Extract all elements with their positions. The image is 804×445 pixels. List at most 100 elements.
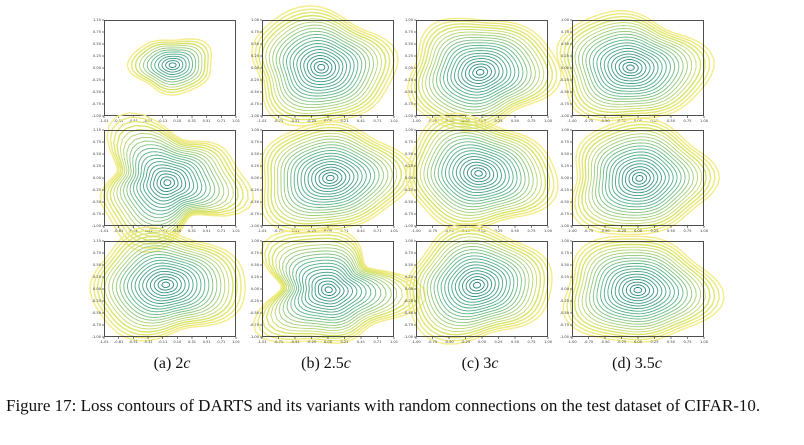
y-tick-label: -0.25 <box>250 78 259 82</box>
contour-line <box>150 51 193 80</box>
y-tick-label: -0.50 <box>560 200 570 204</box>
contour-line <box>317 280 341 299</box>
contour-line <box>555 9 715 122</box>
contour-line <box>607 50 655 84</box>
contour-line <box>596 260 684 320</box>
contour-line <box>405 112 559 231</box>
x-tick-label: -0.31 <box>143 340 152 344</box>
y-tick-label: 0.75 <box>561 140 569 144</box>
y-tick-label: -1.00 <box>92 114 102 118</box>
x-tick-label: -0.25 <box>617 229 626 233</box>
y-tick-label: 0.00 <box>251 66 260 70</box>
contour-line <box>412 229 546 339</box>
contour-line <box>142 268 190 302</box>
contour-line <box>127 256 206 313</box>
y-tick-label: 1.15 <box>93 239 101 243</box>
contour-line <box>447 261 507 309</box>
contour-line <box>157 279 174 291</box>
contour-line <box>280 138 389 216</box>
y-tick-label: 0.25 <box>405 54 413 58</box>
contour-line <box>584 130 703 224</box>
contour-line <box>139 45 203 88</box>
contour-line <box>146 164 191 202</box>
contour-line <box>464 60 496 84</box>
contour-svg: -1.00 -0.75 -0.50 -0.25 0.00 0.25 0.50 0.75 1.00… <box>555 9 715 123</box>
contour-line <box>408 115 555 228</box>
contour-line <box>321 283 337 296</box>
y-tick-label: -0.75 <box>92 102 101 106</box>
y-tick-label: 0.25 <box>561 164 569 168</box>
contour-line <box>311 163 351 192</box>
y-tick-label: 0.50 <box>561 263 570 267</box>
x-tick-label: -1.01 <box>99 340 108 344</box>
contour-line <box>159 176 175 189</box>
contour-line <box>611 53 651 82</box>
y-tick-label: 0.75 <box>93 251 101 255</box>
contour-line <box>146 270 186 299</box>
contour-line <box>265 237 409 337</box>
subcaption-a: (a) 2c <box>112 355 232 373</box>
y-tick-label: 0.25 <box>561 54 569 58</box>
contour-line <box>433 249 522 321</box>
x-tick-label: 0.71 <box>373 340 381 344</box>
y-tick-label: -0.25 <box>560 78 569 82</box>
contour-line <box>108 242 226 327</box>
y-tick-label: 0.75 <box>405 251 413 255</box>
contour-line <box>304 268 358 310</box>
y-tick-label: 0.00 <box>405 66 414 70</box>
contour-line <box>563 15 706 116</box>
y-tick-label: -1.00 <box>404 224 414 228</box>
contour-line <box>605 148 678 208</box>
contour-line <box>282 33 363 100</box>
contour-line <box>437 252 519 318</box>
contour-line <box>631 172 648 185</box>
contour-line <box>267 126 407 228</box>
x-tick-label: -0.25 <box>307 229 316 233</box>
contour-line <box>129 147 211 219</box>
y-tick-label: 0.00 <box>93 66 102 70</box>
x-tick-label: 1.01 <box>390 119 398 123</box>
contour-line <box>607 268 671 312</box>
contour-line <box>296 46 348 88</box>
contour-line <box>258 11 391 121</box>
x-tick-label: 0.00 <box>324 340 333 344</box>
y-tick-label: -0.50 <box>404 311 414 315</box>
contour-line <box>577 123 712 230</box>
y-tick-label: -1.00 <box>560 114 570 118</box>
contour-line <box>113 129 234 237</box>
contour-line <box>278 247 392 329</box>
contour-line <box>293 149 371 206</box>
y-tick-label: -0.25 <box>92 299 101 303</box>
y-tick-label: 0.50 <box>405 152 414 156</box>
y-tick-label: -0.50 <box>404 90 414 94</box>
contour-line <box>106 120 244 245</box>
contour-line <box>163 179 172 187</box>
x-tick-label: -0.50 <box>444 340 454 344</box>
y-tick-label: -0.75 <box>560 323 569 327</box>
contour-line <box>277 135 393 219</box>
x-tick-label: -0.25 <box>307 340 316 344</box>
contour-line <box>432 36 532 111</box>
contour-line <box>573 243 711 336</box>
x-tick-label: -1.01 <box>99 119 108 123</box>
y-tick-label: -0.25 <box>560 299 569 303</box>
contour-plot-a-row2: -1.01 -0.81 -0.51 -0.31 -0.11 0.10 0.31 0.51 0.7… <box>92 112 255 253</box>
contour-line <box>154 53 190 78</box>
x-tick-label: 0.31 <box>188 229 196 233</box>
contour-line <box>115 248 218 321</box>
y-tick-label: 0.00 <box>251 287 260 291</box>
y-tick-label: -0.50 <box>92 200 102 204</box>
x-tick-label: 0.31 <box>188 340 196 344</box>
x-tick-label: -0.75 <box>584 340 593 344</box>
contour-line <box>153 276 178 294</box>
contour-line <box>143 161 195 205</box>
contour-line <box>419 236 538 333</box>
contour-line <box>591 136 694 219</box>
x-tick-label: 0.10 <box>173 340 182 344</box>
contour-line <box>292 43 351 91</box>
contour-line <box>161 281 171 288</box>
y-tick-label: -0.75 <box>404 212 413 216</box>
contour-plot-d-row3: -1.00 -0.75 -0.50 -0.25 0.00 0.25 0.50 0.75 1.00… <box>560 235 725 344</box>
plot-frame <box>572 130 704 226</box>
